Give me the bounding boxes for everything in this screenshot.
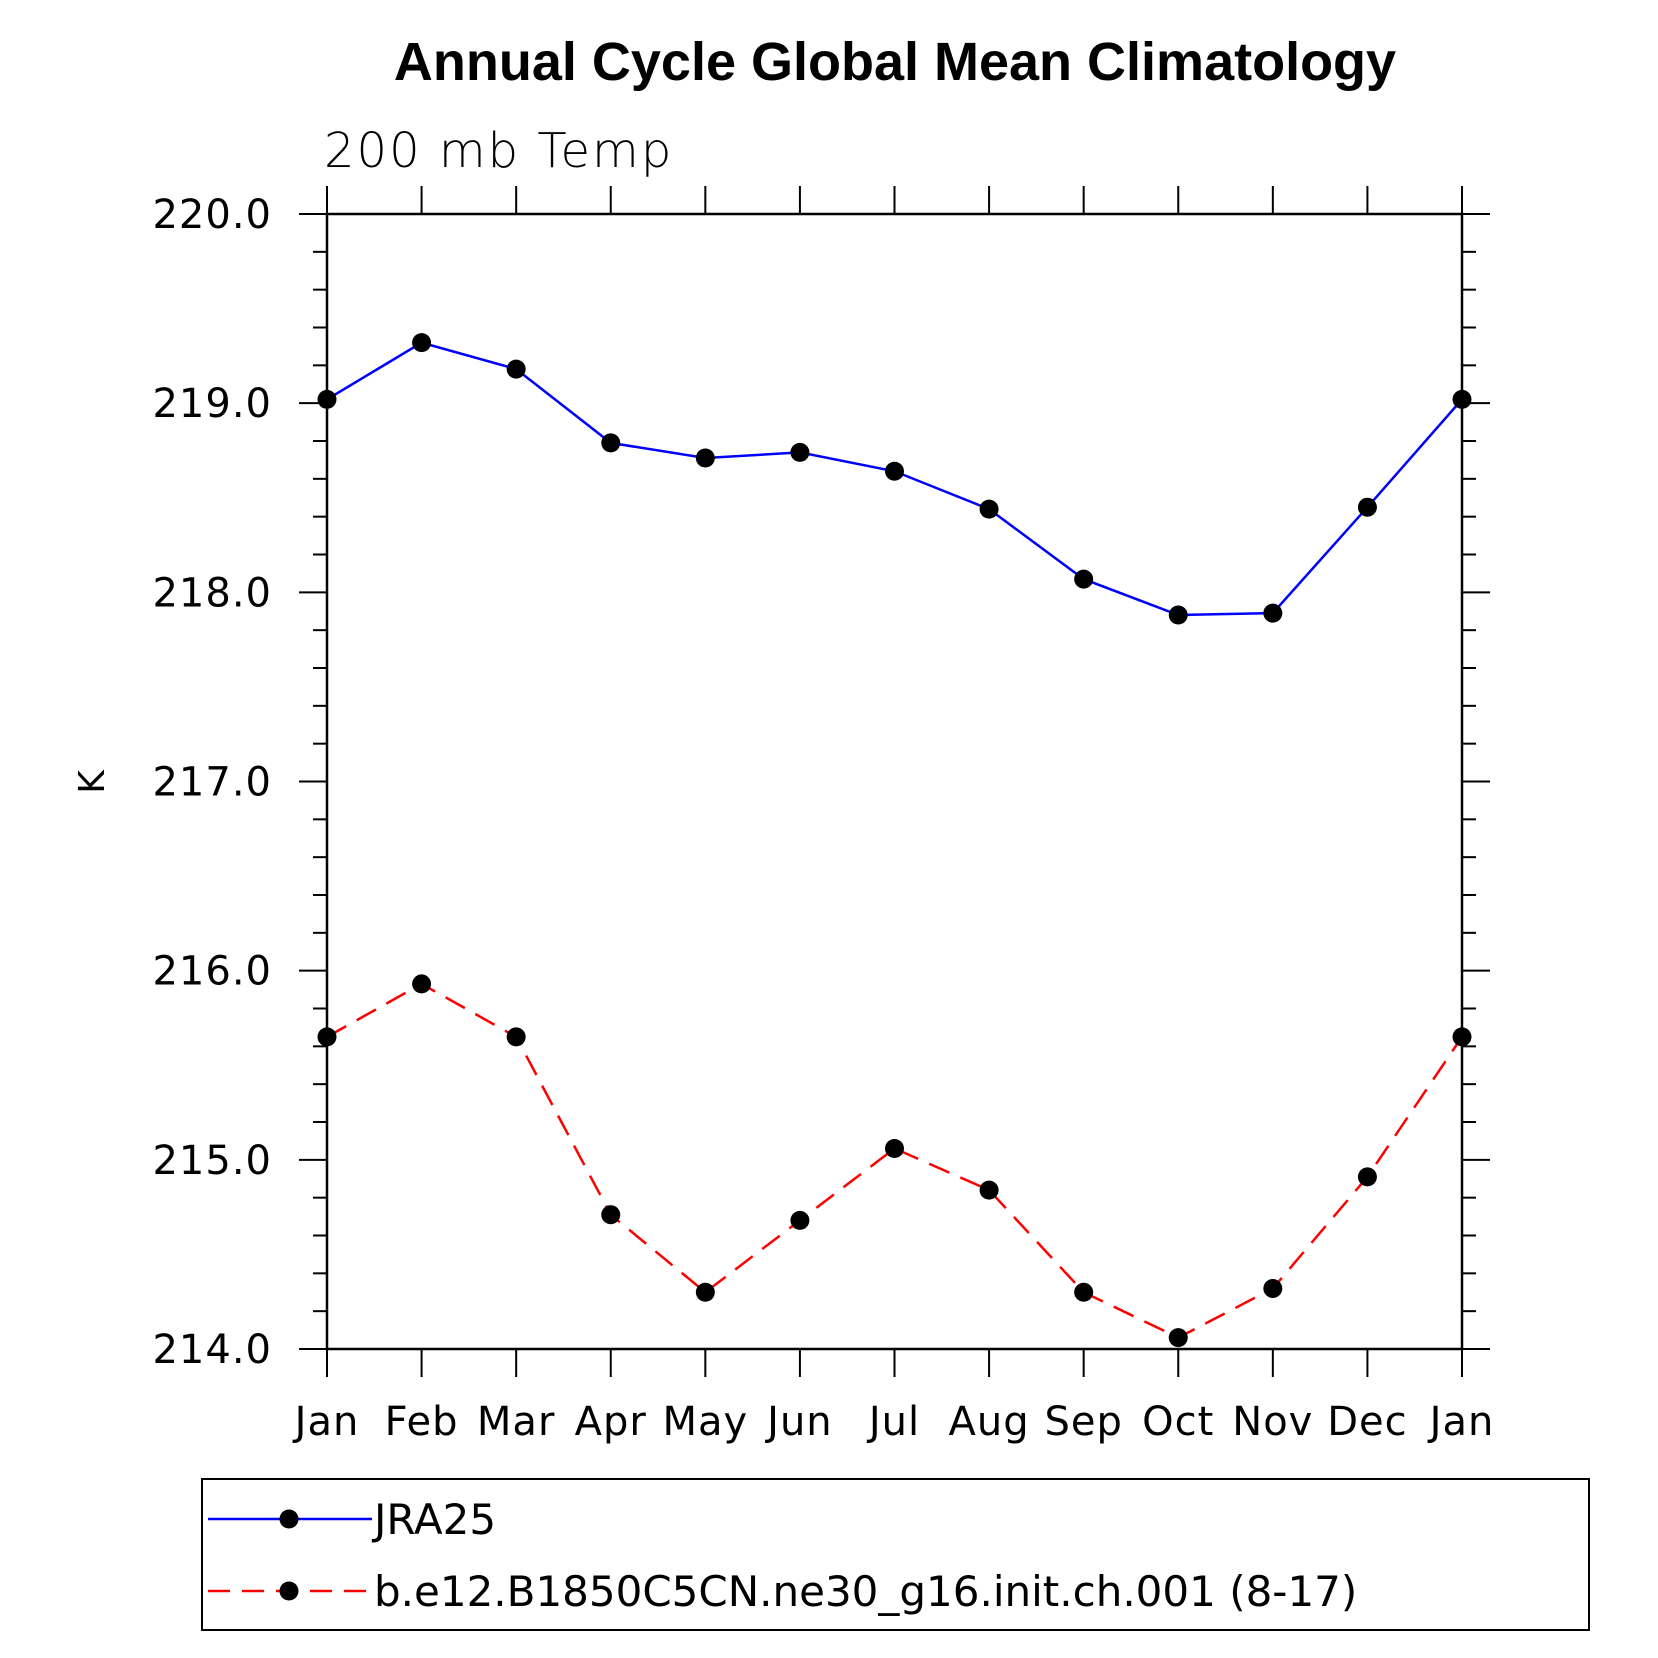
x-tick-label: Nov xyxy=(1232,1399,1313,1445)
axes: 214.0 215.0 216.0 217.0 218.0 219.0 220.0 Jan Fe… xyxy=(72,186,1495,1445)
x-tick-label: May xyxy=(662,1399,748,1445)
chart-subtitle: 200 mb Temp xyxy=(324,123,673,179)
y-tick-label: 216.0 xyxy=(152,949,272,995)
x-tick-label: Mar xyxy=(477,1399,555,1445)
y-tick-label: 219.0 xyxy=(152,381,272,427)
legend-box xyxy=(201,1478,1590,1631)
series-line-1 xyxy=(326,982,1464,1340)
x-tick-label: Dec xyxy=(1327,1399,1407,1445)
y-tick-label: 217.0 xyxy=(152,760,272,806)
series-0-point xyxy=(317,389,337,409)
series-0-point xyxy=(885,461,904,481)
x-tick-label: Sep xyxy=(1044,1399,1122,1445)
series-0-point xyxy=(412,333,432,353)
x-tick-label: Feb xyxy=(385,1399,459,1445)
y-tick-label: 218.0 xyxy=(152,570,272,616)
series-layer xyxy=(317,333,1472,1348)
legend: JRA25 b.e12.B1850C5CN.ne30_g16.init.ch.00… xyxy=(201,1478,1590,1631)
series-0-point xyxy=(506,359,526,379)
series-1-point xyxy=(1168,1328,1188,1348)
series-0-point xyxy=(1263,603,1283,623)
series-1-point xyxy=(790,1210,810,1230)
series-0-point xyxy=(1452,389,1472,409)
legend-label-0: JRA25 xyxy=(371,1495,496,1544)
y-tick-label: 214.0 xyxy=(152,1327,272,1373)
series-1-point xyxy=(317,1027,337,1047)
series-1-point xyxy=(695,1282,715,1302)
legend-marker-1 xyxy=(279,1581,299,1601)
series-1-point xyxy=(412,974,432,994)
y-axis-label: K xyxy=(72,769,113,794)
x-tick-label: Aug xyxy=(949,1399,1030,1445)
y-tick-label: 220.0 xyxy=(152,192,272,238)
x-tick-label: Jun xyxy=(764,1399,833,1445)
series-0-point xyxy=(1357,497,1377,517)
series-1-point xyxy=(601,1205,621,1225)
y-tick-label: 215.0 xyxy=(152,1138,272,1184)
x-tick-label: Jul xyxy=(866,1399,920,1445)
series-1-point xyxy=(1452,1027,1472,1047)
series-0-point xyxy=(1074,569,1094,589)
series-1-point xyxy=(1263,1278,1283,1298)
series-1-point xyxy=(1074,1282,1094,1302)
legend-label-1: b.e12.B1850C5CN.ne30_g16.init.ch.001 (8-… xyxy=(374,1567,1357,1616)
plot-frame xyxy=(325,212,1464,1351)
x-tick-label: Jan xyxy=(1427,1399,1495,1445)
series-0-point xyxy=(601,433,621,453)
series-1-point xyxy=(1357,1167,1377,1187)
series-0-point xyxy=(790,442,810,462)
chart-title: Annual Cycle Global Mean Climatology xyxy=(394,32,1396,92)
series-0-point xyxy=(1168,605,1188,625)
series-1-point xyxy=(979,1180,999,1200)
series-0-point xyxy=(695,448,715,468)
series-1-point xyxy=(506,1027,526,1047)
legend-marker-0 xyxy=(279,1509,299,1529)
x-tick-label: Jan xyxy=(292,1399,360,1445)
x-tick-label: Oct xyxy=(1142,1399,1214,1445)
series-1-point xyxy=(885,1138,904,1158)
series-0-point xyxy=(979,499,999,519)
x-tick-label: Apr xyxy=(575,1399,647,1445)
